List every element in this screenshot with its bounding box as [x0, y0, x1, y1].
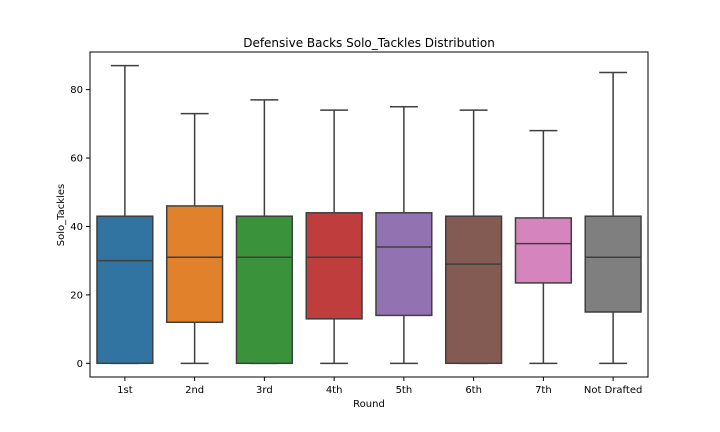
x-tick-label: 3rd [256, 385, 273, 396]
box-not-drafted [584, 215, 642, 313]
y-tick-label: 60 [70, 154, 83, 165]
x-axis-label: Round [353, 399, 385, 410]
box-3rd [235, 215, 294, 365]
box-1st [96, 215, 154, 365]
box-6th [444, 215, 503, 365]
y-tick-label: 40 [70, 222, 83, 233]
box-2nd [165, 205, 224, 324]
plot-area: 0 20 40 60 80 1st 2nd 3rd 4th 5th 6th 7th Not Drafte… [70, 64, 642, 396]
x-tick-label: 1st [117, 385, 133, 396]
plot-frame [89, 51, 649, 378]
x-tick-label: 6th [465, 385, 482, 396]
box-7th [514, 217, 573, 284]
y-tick-label: 20 [70, 290, 83, 301]
y-tick-label: 0 [77, 359, 83, 370]
y-tick-label: 80 [70, 85, 83, 96]
box-4th [305, 212, 363, 320]
chart-title: Defensive Backs Solo_Tackles Distributio… [243, 36, 495, 50]
y-axis-label: Solo_Tackles [56, 184, 67, 246]
x-tick-label: 5th [396, 385, 413, 396]
x-tick-label: 4th [326, 385, 343, 396]
box-5th [375, 212, 433, 317]
x-tick-label: 7th [535, 385, 552, 396]
x-tick-label: 2nd [185, 385, 204, 396]
x-tick-label: Not Drafted [584, 385, 642, 396]
